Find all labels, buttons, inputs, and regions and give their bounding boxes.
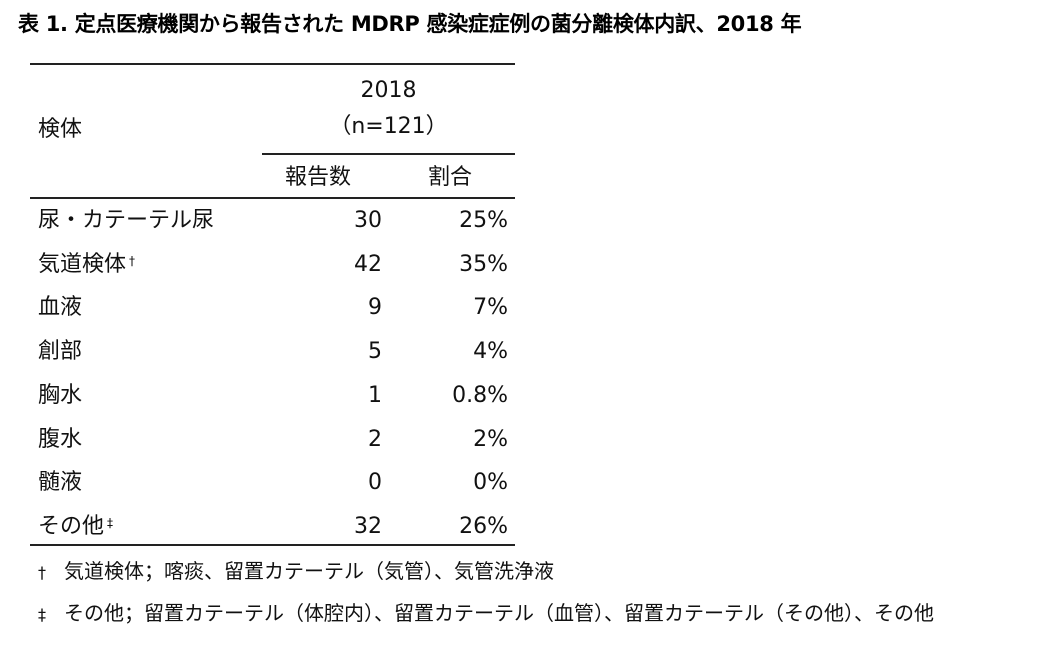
row-label: 血液 xyxy=(38,295,83,320)
footnote-double-dagger: ‡ その他；留置カテーテル（体腔内）、留置カテーテル（血管）、留置カテーテル（その… xyxy=(38,600,934,628)
row-ratio: 7% xyxy=(473,295,508,320)
row-ratio: 26% xyxy=(459,514,508,539)
footnote-text: 気道検体；喀痰、留置カテーテル（気管）、気管洗浄液 xyxy=(64,559,554,583)
row-count: 2 xyxy=(368,427,382,452)
header-count: 報告数 xyxy=(285,165,352,190)
footnote-dagger: † 気道検体；喀痰、留置カテーテル（気管）、気管洗浄液 xyxy=(38,558,554,586)
row-label: 創部 xyxy=(38,339,83,364)
bottom-rule xyxy=(30,544,515,546)
row-ratio: 0.8% xyxy=(452,383,508,408)
row-count: 0 xyxy=(368,470,382,495)
table-title: 表 1. 定点医療機関から報告された MDRP 感染症症例の菌分離検体内訳、20… xyxy=(18,12,802,36)
row-ratio: 0% xyxy=(473,470,508,495)
top-rule xyxy=(30,63,515,65)
row-ratio: 4% xyxy=(473,339,508,364)
row-count: 1 xyxy=(368,383,382,408)
row-label: その他 ‡ xyxy=(38,514,114,539)
header-ratio: 割合 xyxy=(428,165,473,190)
header-specimen: 検体 xyxy=(38,117,83,142)
row-ratio: 35% xyxy=(459,252,508,277)
header-n: （n=121） xyxy=(329,114,448,139)
row-count: 42 xyxy=(354,252,382,277)
row-label: 尿・カテーテル尿 xyxy=(38,208,215,233)
row-count: 30 xyxy=(354,208,382,233)
footnote-text: その他；留置カテーテル（体腔内）、留置カテーテル（血管）、留置カテーテル（その他… xyxy=(64,601,934,625)
row-count: 32 xyxy=(354,514,382,539)
row-ratio: 2% xyxy=(473,427,508,452)
row-count: 9 xyxy=(368,295,382,320)
row-ratio: 25% xyxy=(459,208,508,233)
row-label: 気道検体 † xyxy=(38,252,136,277)
row-label: 胸水 xyxy=(38,383,83,408)
row-label: 髄液 xyxy=(38,470,83,495)
header-bottom-rule xyxy=(30,197,515,199)
header-year: 2018 xyxy=(360,78,417,103)
subheader-rule xyxy=(262,153,515,155)
dagger-mark: † xyxy=(38,563,46,582)
double-dagger-mark: ‡ xyxy=(38,605,46,624)
row-count: 5 xyxy=(368,339,382,364)
row-label: 腹水 xyxy=(38,427,83,452)
